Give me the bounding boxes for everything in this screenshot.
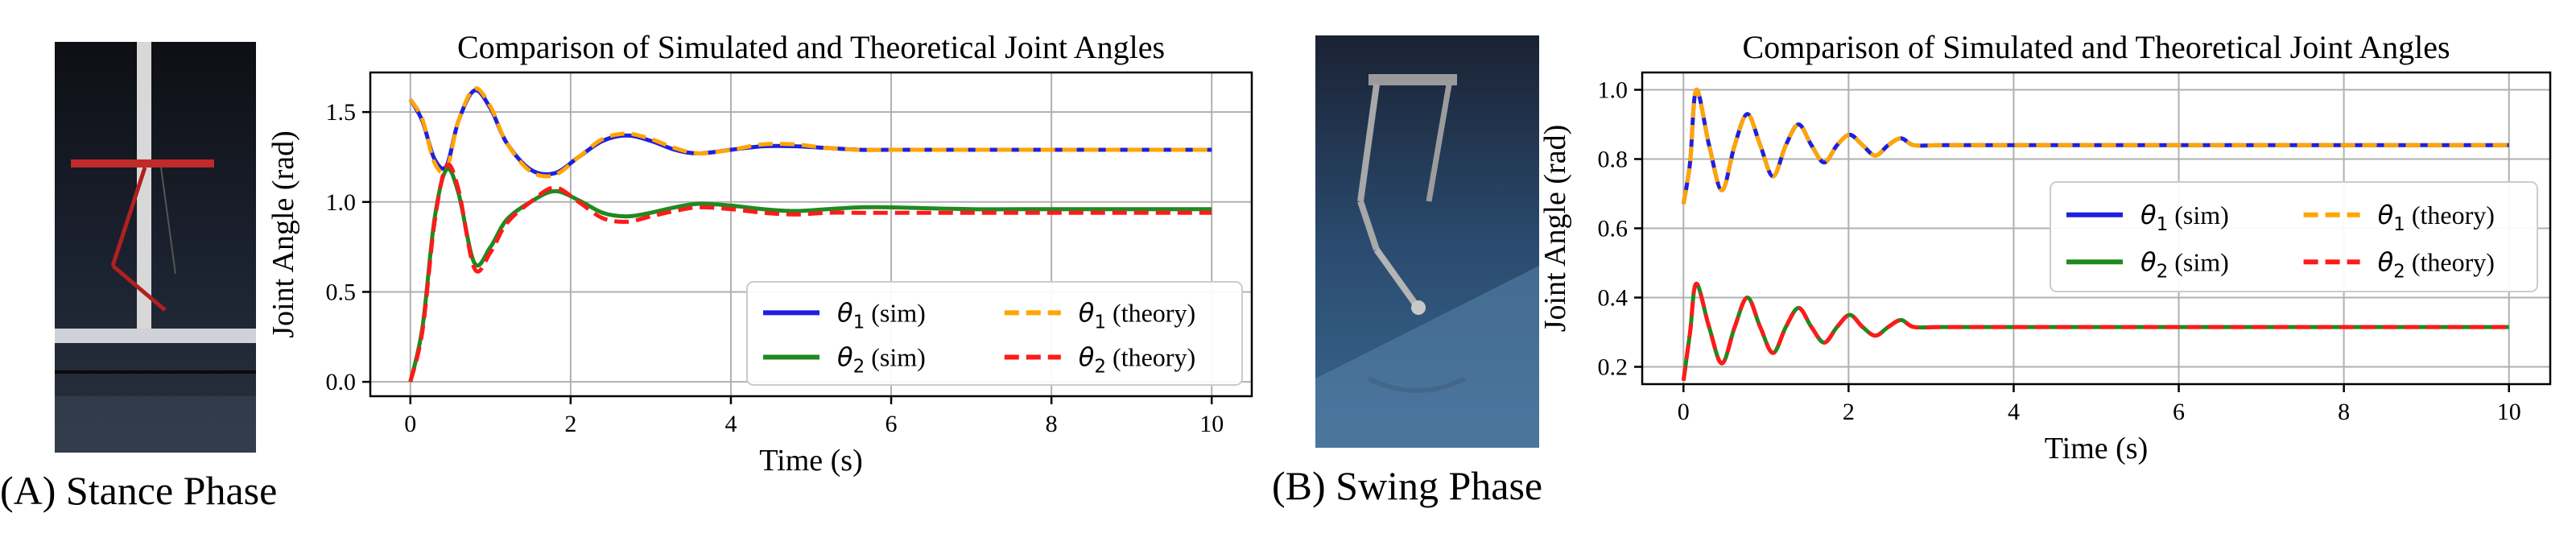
legend-symbol: θ — [837, 341, 853, 372]
legend-suffix: (sim) — [2168, 201, 2229, 230]
y-tick-label: 1.0 — [326, 189, 357, 216]
y-axis-label: Joint Angle (rad) — [266, 130, 300, 338]
legend-suffix: (theory) — [1106, 342, 1195, 371]
y-tick-label: 0.0 — [326, 369, 357, 395]
x-tick-label: 2 — [564, 411, 576, 437]
x-tick-label: 4 — [2008, 399, 2020, 425]
legend-suffix: (theory) — [2405, 247, 2495, 276]
legend-suffix: (theory) — [2405, 201, 2495, 230]
x-tick-label: 6 — [2173, 399, 2185, 425]
legend-subscript: 1 — [2393, 214, 2405, 235]
legend-label: θ1 (sim) — [2140, 200, 2229, 235]
legend-label: θ1 (theory) — [2378, 200, 2495, 235]
legend-suffix: (theory) — [1106, 298, 1195, 327]
x-tick-label: 6 — [886, 411, 898, 437]
x-tick-label: 0 — [1678, 399, 1690, 425]
legend-symbol: θ — [2140, 246, 2157, 277]
legend-label: θ1 (sim) — [837, 297, 926, 333]
legend-symbol: θ — [2378, 246, 2394, 277]
series-line-theta1-theory — [408, 86, 1212, 179]
y-tick-label: 0.6 — [1598, 216, 1629, 242]
y-tick-label: 0.5 — [326, 279, 357, 305]
legend-label: θ1 (theory) — [1079, 297, 1195, 333]
legend-suffix: (sim) — [2168, 247, 2229, 276]
legend-subscript: 2 — [1094, 356, 1106, 377]
legend-label: θ2 (sim) — [2140, 246, 2229, 282]
legend-symbol: θ — [1079, 297, 1095, 328]
x-axis-label: Time (s) — [759, 444, 862, 478]
legend-subscript: 1 — [1094, 312, 1106, 333]
legend-subscript: 2 — [2393, 261, 2405, 282]
y-tick-label: 0.8 — [1598, 147, 1629, 173]
legend-label: θ2 (theory) — [1079, 341, 1195, 377]
legend-suffix: (sim) — [865, 342, 926, 371]
legend-symbol: θ — [2140, 200, 2157, 230]
legend-symbol: θ — [837, 297, 853, 328]
legend-subscript: 1 — [2157, 214, 2169, 235]
legend-subscript: 2 — [853, 356, 865, 377]
series-line-theta1-sim — [408, 88, 1212, 176]
x-tick-label: 4 — [724, 411, 737, 437]
series-line-theta2-theory — [408, 162, 1212, 383]
x-axis-label: Time (s) — [2045, 432, 2148, 465]
series-line-theta2-theory — [1681, 281, 2509, 382]
x-tick-label: 2 — [1843, 399, 1855, 425]
swing-render-image — [1315, 35, 1539, 448]
legend-subscript: 1 — [853, 312, 865, 333]
legend-box — [746, 281, 1243, 386]
y-tick-label: 0.2 — [1598, 354, 1629, 381]
legend-label: θ2 (theory) — [2378, 246, 2495, 282]
y-tick-label: 0.4 — [1598, 285, 1629, 312]
x-tick-label: 8 — [1046, 411, 1058, 437]
x-tick-label: 10 — [1199, 411, 1224, 437]
legend-label: θ2 (sim) — [837, 341, 926, 377]
stance-render-image — [55, 42, 256, 453]
y-axis-label: Joint Angle (rad) — [1538, 125, 1572, 333]
chart-title: Comparison of Simulated and Theoretical … — [1742, 29, 2450, 65]
panel-caption-b: (B) Swing Phase — [1272, 463, 1543, 508]
legend-suffix: (sim) — [865, 298, 926, 327]
chart-title: Comparison of Simulated and Theoretical … — [457, 29, 1165, 65]
x-tick-label: 8 — [2338, 399, 2350, 425]
legend-subscript: 2 — [2157, 261, 2169, 282]
legend-symbol: θ — [2378, 200, 2394, 230]
legend-box — [2050, 181, 2538, 292]
x-tick-label: 10 — [2497, 399, 2521, 425]
legend-symbol: θ — [1079, 341, 1095, 372]
y-tick-label: 1.5 — [326, 99, 357, 126]
y-tick-label: 1.0 — [1598, 77, 1629, 104]
x-tick-label: 0 — [404, 411, 416, 437]
series-line-theta1-theory — [1681, 87, 2509, 205]
panel-caption-a: (A) Stance Phase — [0, 468, 278, 513]
plot-frame — [369, 71, 1253, 398]
